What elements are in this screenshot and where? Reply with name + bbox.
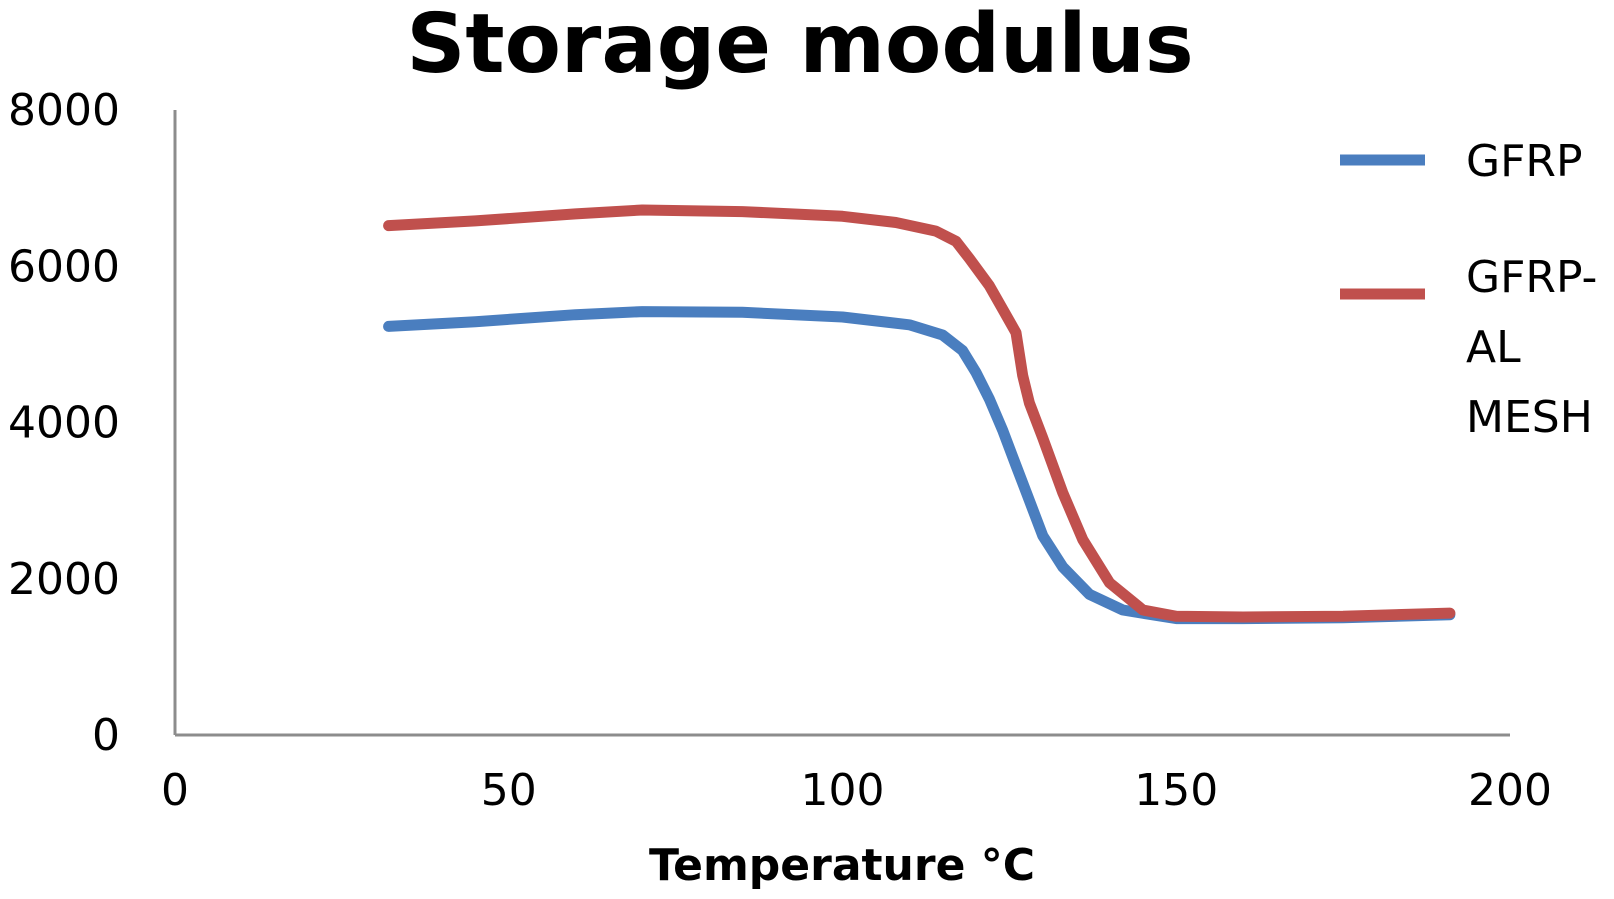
y-tick-label: 4000: [8, 398, 120, 449]
x-tick-label: 0: [161, 765, 189, 816]
legend-label-gfrp-al-mesh-line3: MESH: [1466, 392, 1593, 443]
series-line-gfrp-al-mesh: [383, 204, 1456, 623]
y-tick-label: 2000: [8, 554, 120, 605]
chart-title: Storage modulus: [406, 0, 1193, 92]
y-tick-label: 0: [92, 710, 120, 761]
series-lines: [383, 204, 1456, 625]
x-tick-label: 50: [481, 765, 537, 816]
legend: GFRP GFRP- AL MESH: [1340, 136, 1597, 443]
axes: [173, 110, 1510, 737]
legend-label-gfrp: GFRP: [1466, 136, 1583, 187]
x-axis-label: Temperature °C: [649, 840, 1035, 891]
y-tick-label: 8000: [8, 85, 120, 136]
x-tick-labels: 0 50 100 150 200: [161, 765, 1552, 816]
y-tick-labels: 0 2000 4000 6000 8000: [8, 85, 120, 761]
series-line-gfrp: [383, 306, 1456, 625]
legend-label-gfrp-al-mesh-line2: AL: [1466, 322, 1521, 373]
x-tick-label: 150: [1134, 765, 1218, 816]
x-tick-label: 100: [801, 765, 885, 816]
y-tick-label: 6000: [8, 241, 120, 292]
legend-label-gfrp-al-mesh-line1: GFRP-: [1466, 252, 1597, 303]
x-tick-label: 200: [1468, 765, 1552, 816]
